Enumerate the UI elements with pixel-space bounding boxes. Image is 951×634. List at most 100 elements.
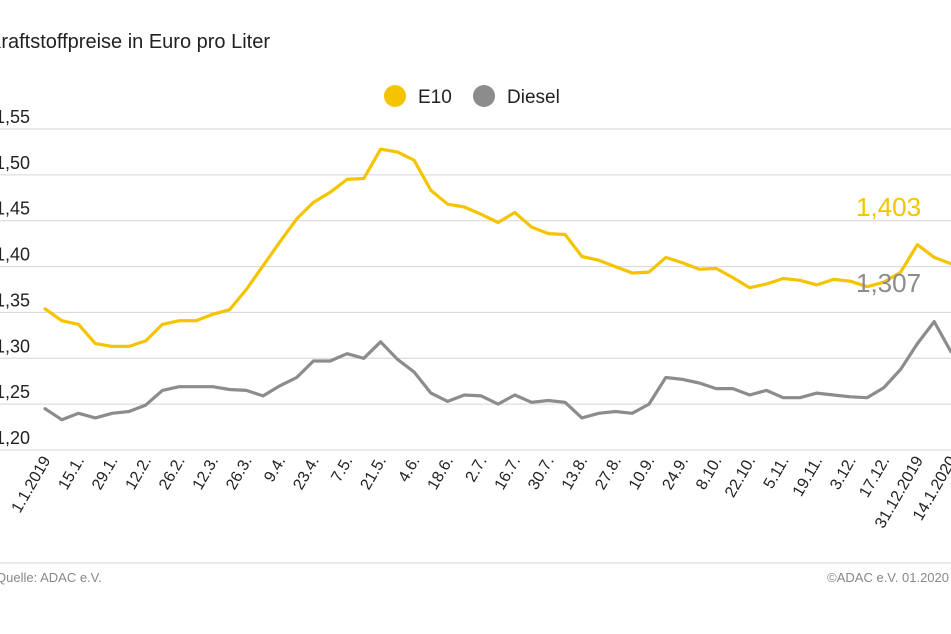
data-point-e10	[329, 191, 332, 194]
x-tick-label: 5.11.	[761, 454, 793, 492]
data-point-e10	[463, 205, 466, 209]
data-point-diesel	[312, 359, 315, 363]
data-point-e10	[245, 288, 248, 291]
data-point-e10	[714, 267, 718, 270]
data-point-diesel	[245, 389, 248, 392]
gridlines	[0, 128, 951, 451]
data-point-diesel	[496, 402, 500, 406]
legend-e10-marker	[384, 85, 406, 107]
series-line-e10	[43, 147, 951, 348]
data-point-diesel	[597, 412, 600, 415]
data-point-diesel	[563, 401, 567, 404]
data-point-diesel	[748, 393, 751, 397]
data-point-diesel	[530, 401, 533, 404]
y-tick-label: 1,45	[0, 199, 30, 219]
data-point-diesel	[647, 402, 651, 406]
chart-title: Kraftstoffpreise in Euro pro Liter	[0, 31, 270, 53]
y-axis-ticks: 1,20 1,25 1,30 1,35 1,40 1,45 1,50 1,55	[0, 107, 30, 448]
x-tick-label: 4.6.	[396, 454, 424, 486]
data-point-e10	[496, 221, 500, 224]
x-tick-label: 29.1.	[89, 454, 122, 493]
x-tick-label: 13.8.	[559, 454, 592, 493]
data-point-e10	[614, 265, 617, 268]
x-tick-label: 23.4.	[290, 454, 323, 493]
data-point-e10	[60, 319, 63, 322]
data-point-e10	[362, 177, 365, 180]
data-point-e10	[412, 158, 416, 162]
data-point-e10	[647, 270, 651, 274]
data-point-e10	[43, 307, 47, 310]
data-point-e10	[698, 268, 701, 271]
data-point-e10	[530, 225, 533, 229]
x-tick-label: 17.12.	[856, 454, 893, 501]
x-tick-label: 30.7.	[525, 454, 558, 493]
data-point-diesel	[916, 342, 919, 345]
data-point-diesel	[547, 399, 550, 402]
data-point-e10	[513, 211, 516, 214]
data-point-diesel	[463, 393, 466, 397]
data-point-diesel	[261, 394, 265, 398]
data-point-diesel	[43, 407, 47, 410]
data-point-diesel	[631, 412, 634, 415]
data-point-diesel	[144, 403, 147, 407]
x-tick-label: 21.5.	[358, 454, 391, 493]
data-point-diesel	[127, 410, 131, 413]
data-point-diesel	[77, 412, 80, 415]
data-point-diesel	[295, 376, 298, 379]
data-point-e10	[580, 255, 584, 258]
data-point-e10	[547, 232, 550, 235]
x-tick-label: 18.6.	[425, 454, 458, 493]
data-point-diesel	[513, 393, 516, 397]
data-point-e10	[865, 285, 869, 288]
data-point-e10	[228, 308, 231, 311]
y-tick-label: 1,20	[0, 428, 30, 448]
data-point-diesel	[815, 391, 818, 395]
data-point-e10	[194, 319, 198, 322]
data-point-diesel	[110, 412, 114, 415]
x-tick-label: 22.10.	[722, 454, 759, 501]
x-tick-label: 27.8.	[592, 454, 625, 493]
data-point-diesel	[446, 400, 449, 403]
data-point-diesel	[580, 416, 584, 420]
legend: E10 Diesel	[384, 85, 560, 108]
data-point-e10	[849, 280, 852, 283]
x-tick-label: 15.1.	[56, 454, 89, 493]
data-point-e10	[161, 323, 164, 326]
data-point-diesel	[345, 352, 349, 355]
data-point-diesel	[480, 394, 483, 398]
data-point-diesel	[882, 386, 886, 389]
data-point-e10	[832, 278, 835, 281]
data-point-e10	[178, 319, 181, 322]
data-point-diesel	[329, 359, 332, 363]
legend-diesel-label: Diesel	[507, 87, 560, 108]
data-point-e10	[278, 240, 282, 244]
data-point-e10	[882, 280, 886, 284]
data-point-diesel	[362, 357, 365, 360]
legend-e10-label: E10	[418, 87, 452, 108]
data-point-e10	[312, 201, 315, 204]
data-point-diesel	[782, 396, 785, 399]
data-point-e10	[748, 286, 751, 289]
data-point-e10	[480, 213, 483, 216]
data-point-diesel	[396, 358, 399, 361]
data-point-e10	[933, 256, 936, 259]
data-point-e10	[261, 264, 265, 267]
data-point-e10	[765, 282, 768, 286]
data-point-diesel	[412, 370, 416, 374]
data-point-diesel	[849, 395, 852, 399]
x-tick-label: 3.12.	[827, 454, 860, 493]
x-tick-label: 2.7.	[463, 454, 491, 486]
data-point-diesel	[429, 391, 433, 395]
data-point-diesel	[899, 368, 902, 371]
x-axis-ticks: 1.1.2019 15.1. 29.1. 12.2. 26.2. 12.3. 26.3. 9.…	[9, 453, 951, 531]
data-point-e10	[899, 270, 902, 274]
data-point-diesel	[194, 385, 198, 388]
data-point-diesel	[933, 320, 936, 323]
x-tick-label: 12.3.	[190, 454, 223, 493]
y-tick-label: 1,40	[0, 245, 30, 265]
data-point-e10	[446, 203, 449, 206]
data-point-diesel	[211, 385, 214, 388]
data-point-e10	[681, 261, 684, 265]
end-label-diesel: 1,307	[856, 268, 921, 298]
data-point-e10	[144, 339, 147, 343]
